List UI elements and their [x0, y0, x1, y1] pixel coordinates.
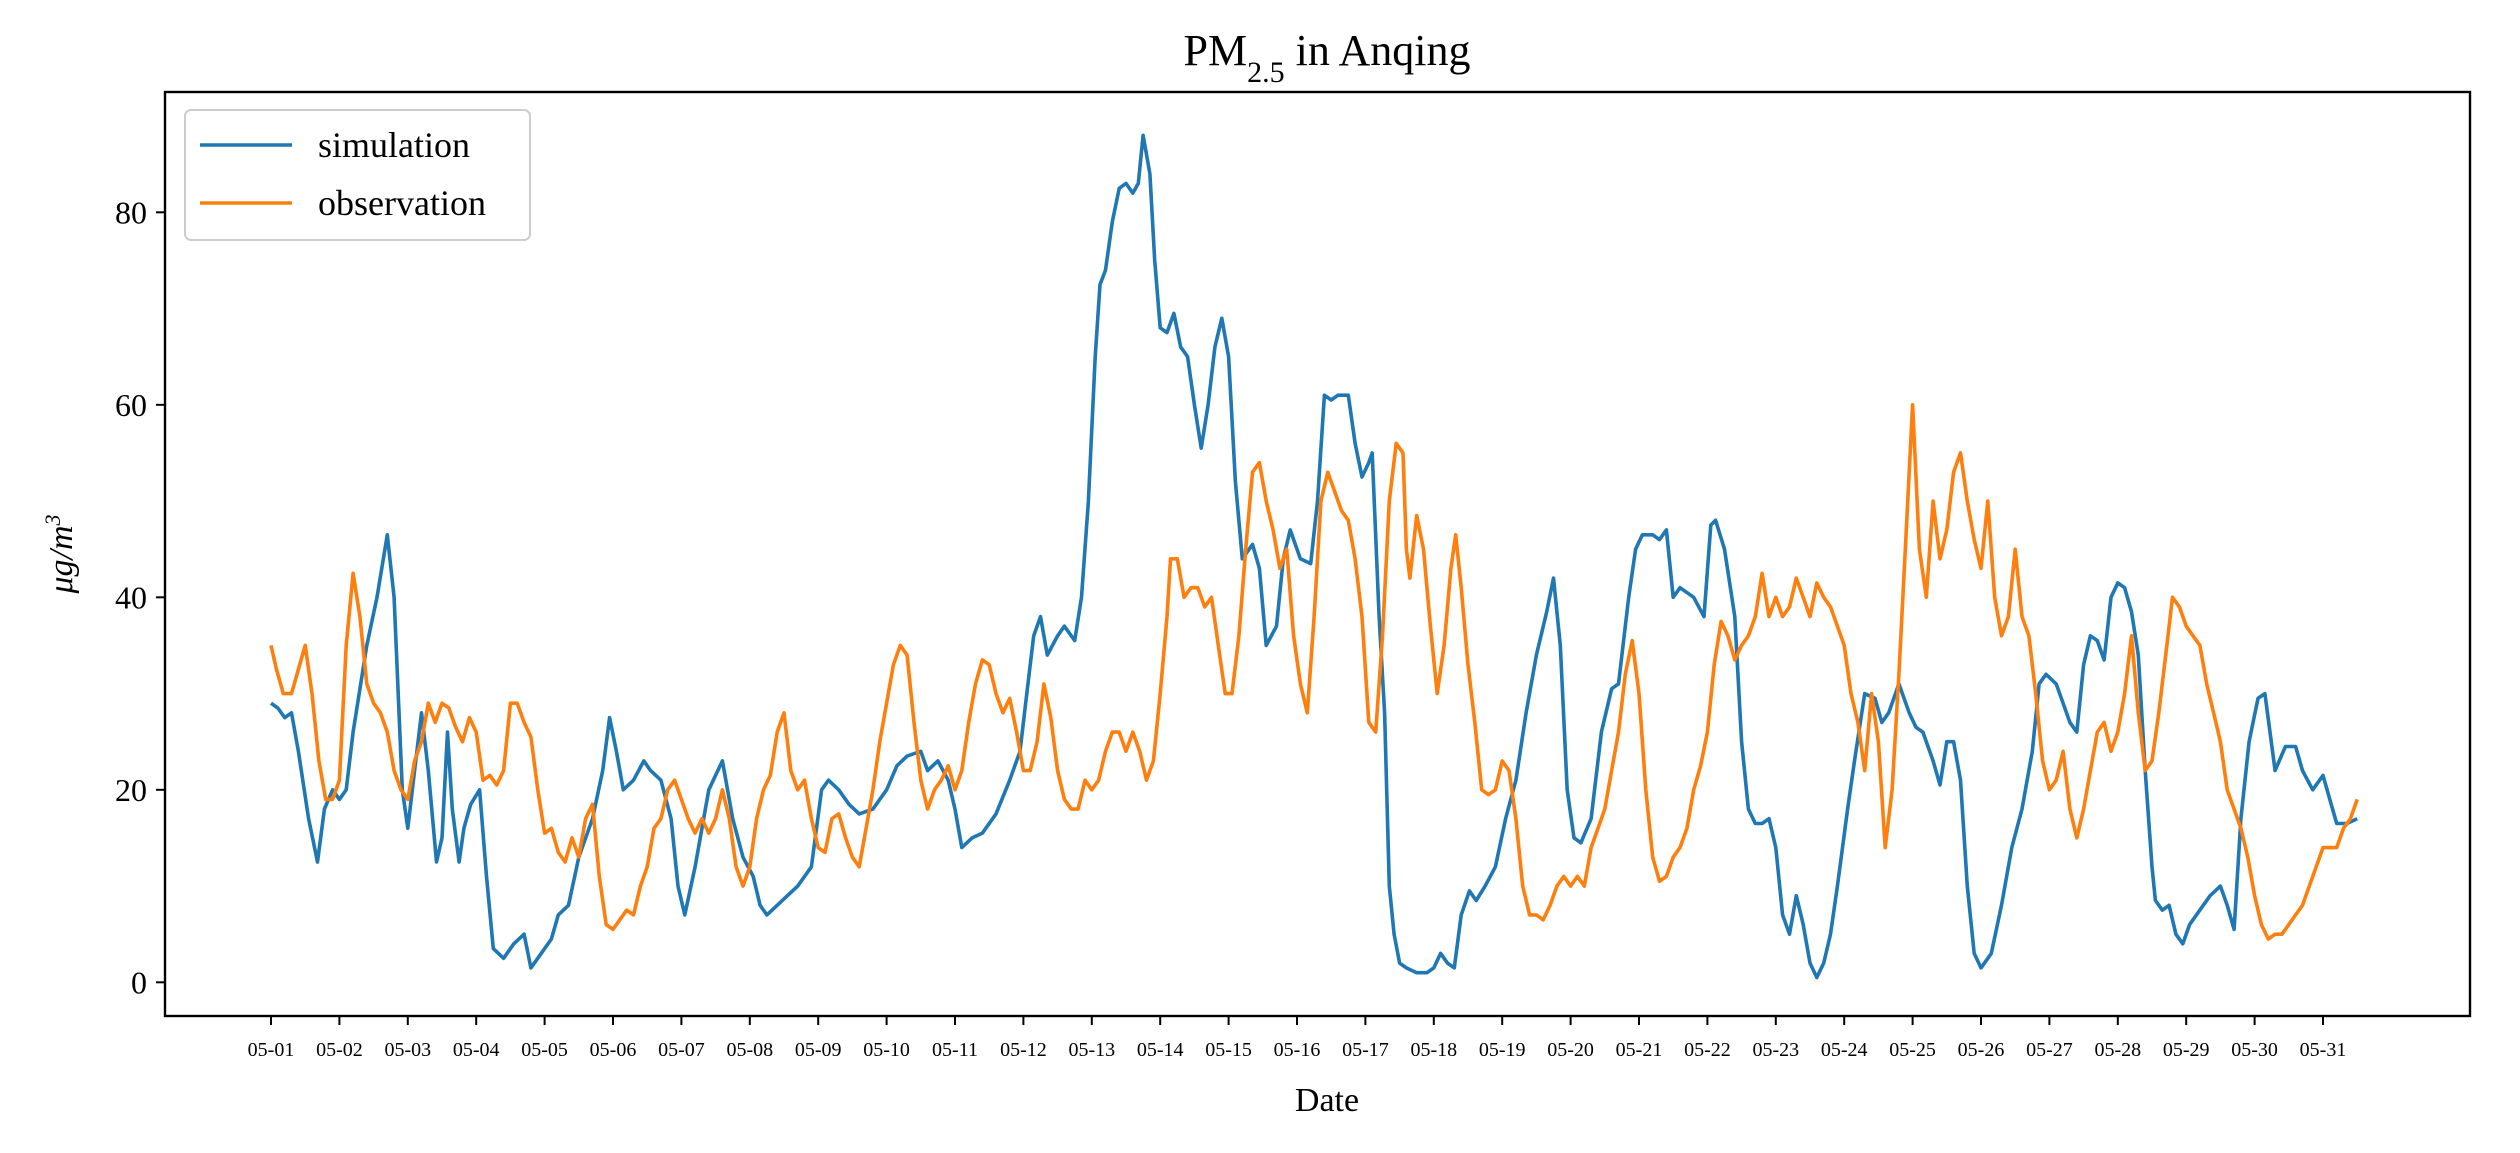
x-tick-label: 05-30 — [2231, 1039, 2278, 1061]
x-axis-ticks: 05-01 05-02 05-03 05-04 05-05 05-06 05-07 05-08… — [248, 1016, 2347, 1061]
x-tick-label: 05-11 — [932, 1039, 978, 1061]
series-line-simulation — [269, 133, 2358, 980]
x-tick-label: 05-01 — [248, 1039, 295, 1061]
x-tick-label: 05-15 — [1205, 1039, 1252, 1061]
y-axis-ticks: 0 20 40 60 80 — [115, 194, 165, 1000]
legend-box — [184, 109, 531, 241]
x-tick-label: 05-29 — [2163, 1039, 2210, 1061]
y-tick-label: 40 — [115, 579, 147, 615]
y-tick-label: 20 — [115, 772, 147, 808]
x-tick-label: 05-07 — [658, 1039, 705, 1061]
x-tick-label: 05-02 — [316, 1039, 363, 1061]
x-tick-label: 05-16 — [1274, 1039, 1321, 1061]
x-tick-label: 05-13 — [1068, 1039, 1115, 1061]
x-tick-label: 05-08 — [726, 1039, 773, 1061]
y-tick-label: 60 — [115, 387, 147, 423]
x-tick-label: 05-31 — [2300, 1039, 2347, 1061]
x-tick-label: 05-12 — [1000, 1039, 1047, 1061]
x-tick-label: 05-03 — [384, 1039, 431, 1061]
x-tick-label: 05-25 — [1889, 1039, 1936, 1061]
y-axis-label: μg/m3 — [40, 514, 81, 594]
x-tick-label: 05-18 — [1410, 1039, 1457, 1061]
legend-label-simulation: simulation — [318, 125, 470, 165]
x-tick-label: 05-17 — [1342, 1039, 1389, 1061]
x-tick-label: 05-14 — [1137, 1039, 1184, 1061]
x-axis-label: Date — [1295, 1082, 1359, 1119]
x-tick-label: 05-19 — [1479, 1039, 1526, 1061]
x-tick-label: 05-10 — [863, 1039, 910, 1061]
x-tick-label: 05-06 — [590, 1039, 637, 1061]
x-tick-label: 05-09 — [795, 1039, 842, 1061]
title-subscript: 2.5 — [1247, 56, 1285, 89]
x-tick-label: 05-28 — [2094, 1039, 2141, 1061]
x-tick-label: 05-04 — [453, 1039, 500, 1061]
legend: simulation observation — [184, 109, 531, 241]
plot-lines — [269, 133, 2359, 980]
x-tick-label: 05-22 — [1684, 1039, 1731, 1061]
x-tick-label: 05-05 — [521, 1039, 568, 1061]
plot-frame — [163, 90, 2472, 1018]
y-tick-label: 0 — [131, 964, 147, 1000]
x-tick-label: 05-24 — [1821, 1039, 1868, 1061]
x-tick-label: 05-20 — [1547, 1039, 1594, 1061]
y-tick-label: 80 — [115, 194, 147, 230]
x-tick-label: 05-27 — [2026, 1039, 2073, 1061]
x-tick-label: 05-26 — [1958, 1039, 2005, 1061]
x-tick-label: 05-23 — [1752, 1039, 1799, 1061]
legend-label-observation: observation — [318, 183, 486, 223]
x-tick-label: 05-21 — [1616, 1039, 1663, 1061]
chart-title: PM2.5 in Anqing — [1184, 26, 1471, 89]
series-line-observation — [269, 403, 2359, 941]
